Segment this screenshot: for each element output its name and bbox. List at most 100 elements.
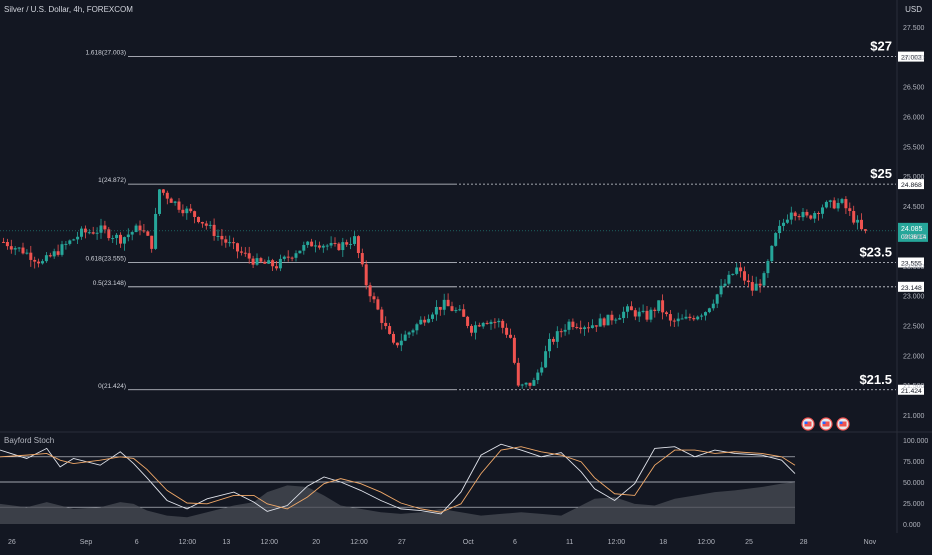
last-price-label: 24.085 bbox=[901, 226, 923, 233]
osc-histogram-area bbox=[0, 482, 795, 524]
candle-body bbox=[83, 228, 87, 233]
fib-ratio-label: 0(21.424) bbox=[98, 383, 126, 390]
candle-body bbox=[548, 338, 551, 352]
candle-body bbox=[559, 331, 563, 333]
candle-body bbox=[782, 222, 785, 226]
candle-body bbox=[130, 232, 134, 235]
candle-body bbox=[423, 319, 427, 323]
time-tick-label: Sep bbox=[80, 539, 93, 546]
candle-body bbox=[91, 232, 95, 234]
fib-ratio-label: 1(24.872) bbox=[98, 177, 126, 184]
event-flag-stripe bbox=[804, 421, 812, 427]
candle-body bbox=[672, 320, 676, 322]
price-annotation: $25 bbox=[870, 166, 892, 181]
fib-axis-badge bbox=[898, 257, 924, 268]
candle-body bbox=[637, 311, 641, 317]
candle-body bbox=[306, 241, 310, 245]
candle-body bbox=[493, 321, 497, 323]
event-flag-icon[interactable] bbox=[819, 417, 833, 431]
candle-body bbox=[103, 225, 107, 230]
candle-body bbox=[450, 306, 454, 311]
candle-body bbox=[676, 318, 680, 322]
fib-levels-layer: 1.618(27.003) 27.003 $27 1(24.872) 24.868 $25… bbox=[86, 39, 924, 395]
candle-body bbox=[275, 266, 278, 269]
candle-body bbox=[653, 309, 657, 311]
candle-body bbox=[489, 321, 493, 324]
candle-body bbox=[5, 241, 9, 247]
candle-body bbox=[778, 225, 782, 234]
candle-body bbox=[185, 208, 189, 214]
time-tick-label: 12:00 bbox=[261, 539, 279, 546]
candle-body bbox=[813, 213, 817, 219]
candle-body bbox=[364, 264, 368, 286]
candle-body bbox=[598, 318, 602, 327]
candle-body bbox=[122, 237, 126, 244]
currency-label[interactable]: USD bbox=[905, 5, 922, 14]
candle-body bbox=[68, 240, 72, 244]
candle-body bbox=[80, 228, 83, 237]
event-flag-icon[interactable] bbox=[801, 417, 815, 431]
candle-body bbox=[766, 261, 770, 274]
candle-body bbox=[13, 248, 17, 250]
osc-tick-label: 0.000 bbox=[903, 522, 921, 529]
candle-body bbox=[142, 230, 146, 232]
candle-body bbox=[454, 310, 458, 312]
candle-body bbox=[512, 337, 516, 363]
candle-body bbox=[64, 243, 68, 245]
candle-body bbox=[473, 325, 477, 333]
candle-body bbox=[56, 251, 60, 255]
candle-body bbox=[711, 303, 715, 309]
price-tick-label: 24.500 bbox=[903, 204, 925, 211]
candle-body bbox=[758, 283, 762, 286]
candle-body bbox=[419, 319, 423, 325]
candle-body bbox=[189, 208, 193, 212]
candle-body bbox=[485, 322, 489, 324]
candle-body bbox=[805, 211, 809, 216]
candle-body bbox=[119, 234, 122, 244]
event-flag-icon[interactable] bbox=[836, 417, 850, 431]
candle-body bbox=[817, 213, 821, 215]
time-tick-label: 26 bbox=[8, 539, 16, 546]
candle-body bbox=[388, 326, 392, 334]
candle-body bbox=[232, 242, 236, 244]
candle-body bbox=[243, 252, 247, 254]
candle-body bbox=[161, 189, 165, 193]
price-tick-label: 26.500 bbox=[903, 85, 925, 92]
oscillator-name[interactable]: Bayford Stoch bbox=[4, 436, 55, 445]
candle-body bbox=[828, 200, 832, 202]
candle-body bbox=[661, 300, 665, 313]
fib-ratio-label: 1.618(27.003) bbox=[86, 50, 126, 57]
candle-body bbox=[442, 299, 446, 310]
candle-body bbox=[434, 306, 438, 315]
event-flag-canton bbox=[804, 421, 808, 424]
candle-body bbox=[856, 219, 860, 223]
candle-body bbox=[169, 198, 173, 203]
fib-ratio-label: 0.618(23.555) bbox=[86, 256, 126, 263]
candle-body bbox=[551, 338, 555, 342]
candle-body bbox=[863, 229, 867, 231]
candle-body bbox=[290, 257, 294, 259]
time-tick-label: 12:00 bbox=[697, 539, 715, 546]
fib-axis-label: 21.424 bbox=[901, 388, 922, 395]
candle-body bbox=[384, 322, 388, 327]
price-tick-label: 24.000 bbox=[903, 234, 925, 241]
candle-body bbox=[399, 340, 403, 346]
time-tick-label: 13 bbox=[223, 539, 231, 546]
candle-body bbox=[505, 327, 509, 335]
candle-body bbox=[9, 246, 13, 250]
candle-body bbox=[692, 318, 696, 320]
candle-body bbox=[247, 253, 251, 259]
candle-body bbox=[657, 300, 661, 311]
candle-body bbox=[824, 201, 828, 208]
candle-body bbox=[735, 267, 739, 274]
candle-body bbox=[477, 325, 481, 327]
candle-body bbox=[349, 243, 353, 245]
price-annotation: $23.5 bbox=[859, 245, 892, 260]
candle-body bbox=[715, 294, 719, 304]
candle-body bbox=[321, 245, 325, 248]
candle-body bbox=[224, 239, 228, 243]
price-tick-label: 25.000 bbox=[903, 174, 925, 181]
candle-body bbox=[216, 235, 220, 237]
fib-axis-label: 23.555 bbox=[901, 261, 922, 268]
